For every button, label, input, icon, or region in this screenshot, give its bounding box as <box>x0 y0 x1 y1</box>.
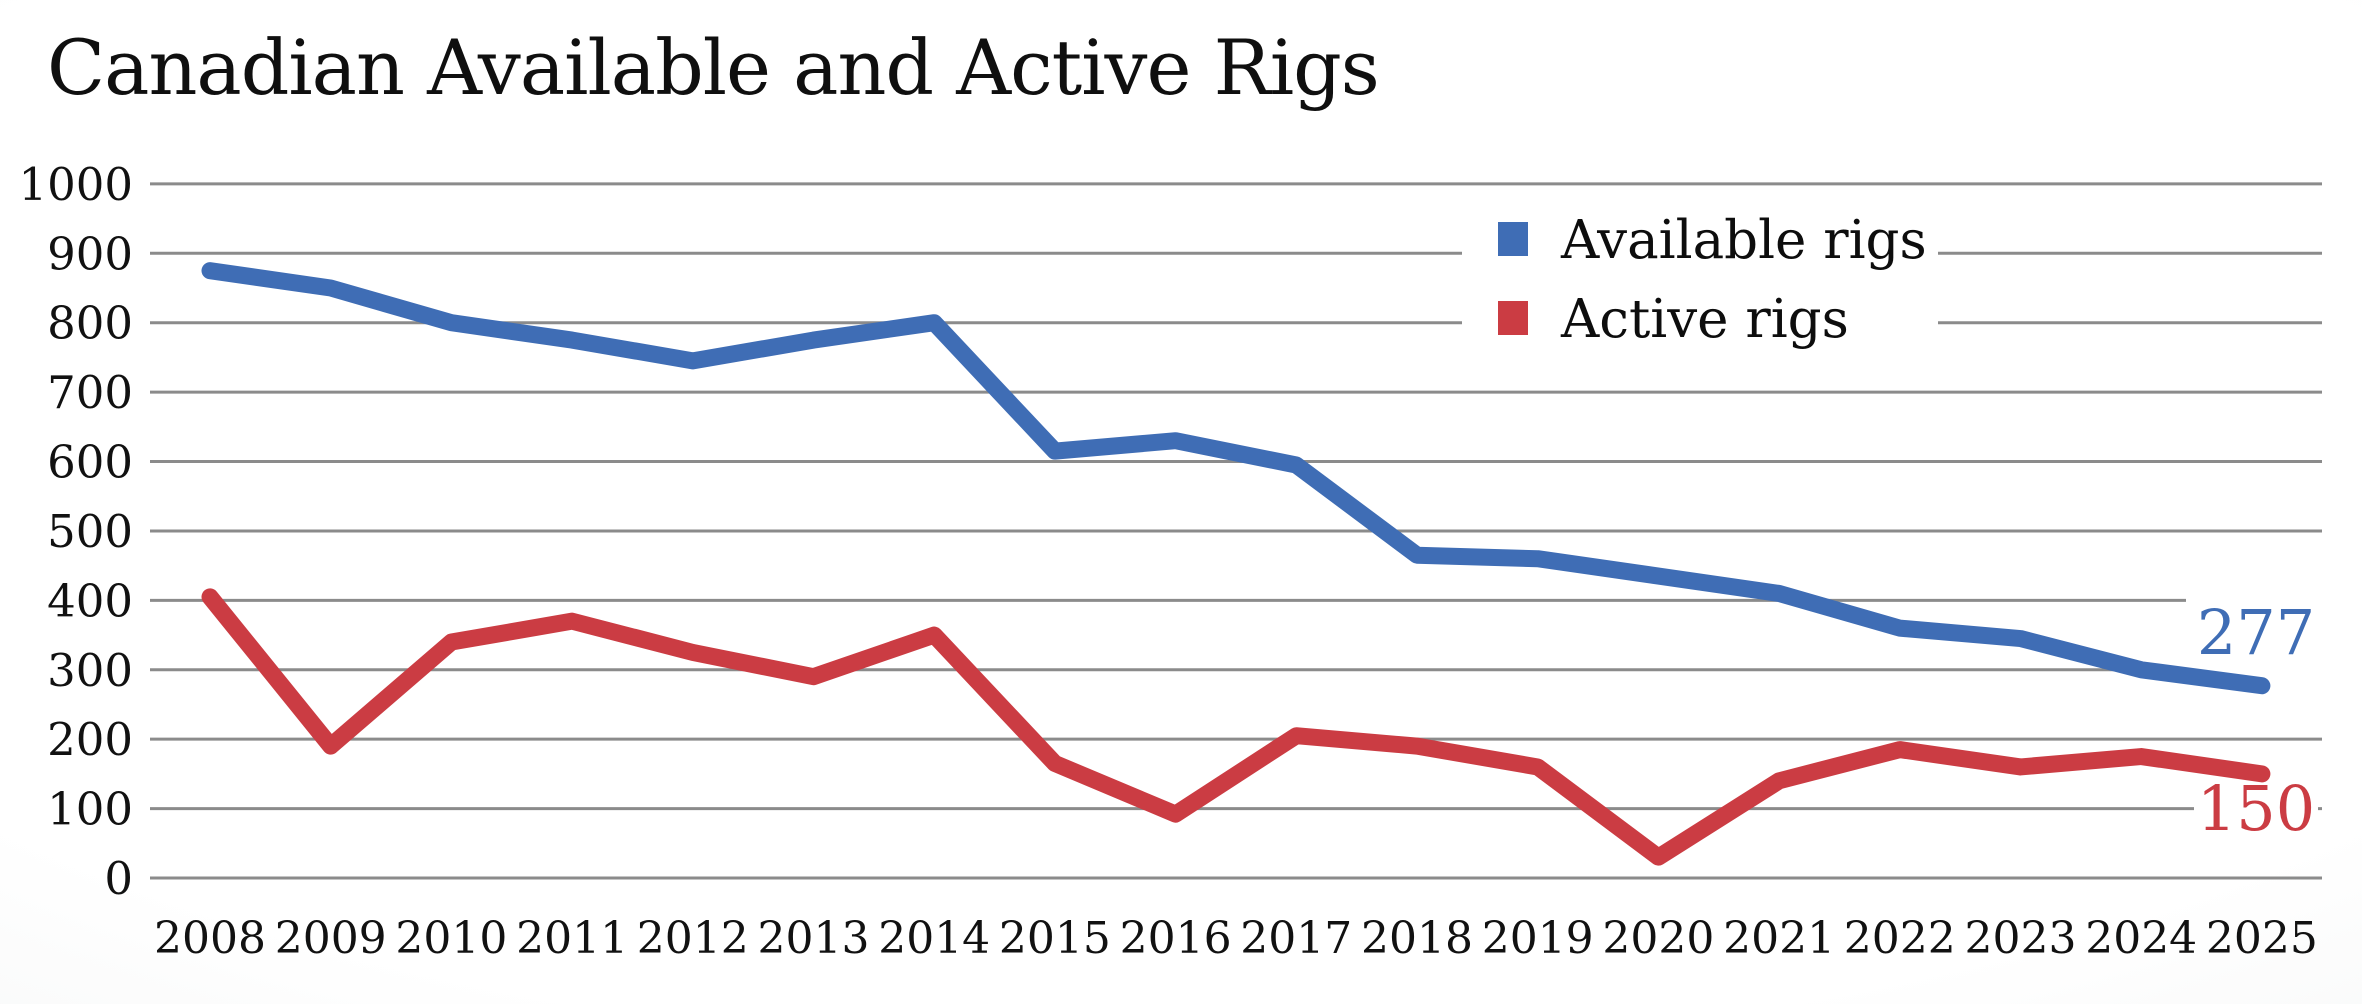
y-axis-tick-label: 100 <box>47 783 133 836</box>
end-label-backdrop <box>2194 784 2318 838</box>
x-axis-tick-label: 2023 <box>1965 913 2077 964</box>
y-axis-tick-label: 800 <box>47 297 133 350</box>
x-axis-tick-label: 2010 <box>395 913 507 964</box>
active-rigs-swatch-icon <box>1498 301 1528 335</box>
x-axis-tick-label: 2017 <box>1240 913 1352 964</box>
legend: Available rigs Active rigs <box>1462 198 1938 358</box>
x-axis-tick-label: 2020 <box>1602 913 1714 964</box>
y-axis-tick-label: 0 <box>104 852 133 905</box>
active-rigs-line <box>201 588 2271 866</box>
legend-item-active-rigs: Active rigs <box>1498 289 1849 350</box>
x-axis-tick-label: 2018 <box>1361 913 1473 964</box>
x-axis-tick-label: 2024 <box>2085 913 2197 964</box>
x-axis-tick-label: 2019 <box>1482 913 1594 964</box>
x-axis-tick-label: 2016 <box>1120 913 1232 964</box>
active-rigs-end-value: 150 <box>2196 772 2316 845</box>
y-axis-tick-label: 700 <box>47 366 133 419</box>
y-axis-tick-label: 600 <box>47 436 133 489</box>
x-axis-tick-label: 2008 <box>154 913 266 964</box>
legend-item-available-rigs: Available rigs <box>1498 210 1927 271</box>
y-axis-tick-label: 400 <box>47 574 133 627</box>
end-label-backdrop <box>2186 598 2326 674</box>
legend-label-available-rigs: Available rigs <box>1561 210 1927 271</box>
x-axis-tick-label: 2013 <box>758 913 870 964</box>
x-axis-tick-label: 2009 <box>275 913 387 964</box>
available-rigs-end-value: 277 <box>2196 596 2316 669</box>
x-axis-tick-label: 2014 <box>878 913 990 964</box>
x-axis-tick-label: 2025 <box>2206 913 2318 964</box>
y-axis-tick-label: 200 <box>47 713 133 766</box>
x-axis-tick-label: 2011 <box>516 913 628 964</box>
y-axis-tick-label: 900 <box>47 227 133 280</box>
chart-title: Canadian Available and Active Rigs <box>47 23 1380 112</box>
available-rigs-swatch-icon <box>1498 222 1528 256</box>
x-axis-tick-label: 2022 <box>1844 913 1956 964</box>
x-axis-tick-label: 2021 <box>1723 913 1835 964</box>
x-axis-tick-label: 2012 <box>637 913 749 964</box>
available-rigs-line <box>201 262 2271 695</box>
y-axis-tick-label: 500 <box>47 505 133 558</box>
y-axis-tick-label: 1000 <box>18 158 133 211</box>
y-axis-tick-label: 300 <box>47 644 133 697</box>
legend-label-active-rigs: Active rigs <box>1561 289 1849 350</box>
x-axis-tick-label: 2015 <box>999 913 1111 964</box>
